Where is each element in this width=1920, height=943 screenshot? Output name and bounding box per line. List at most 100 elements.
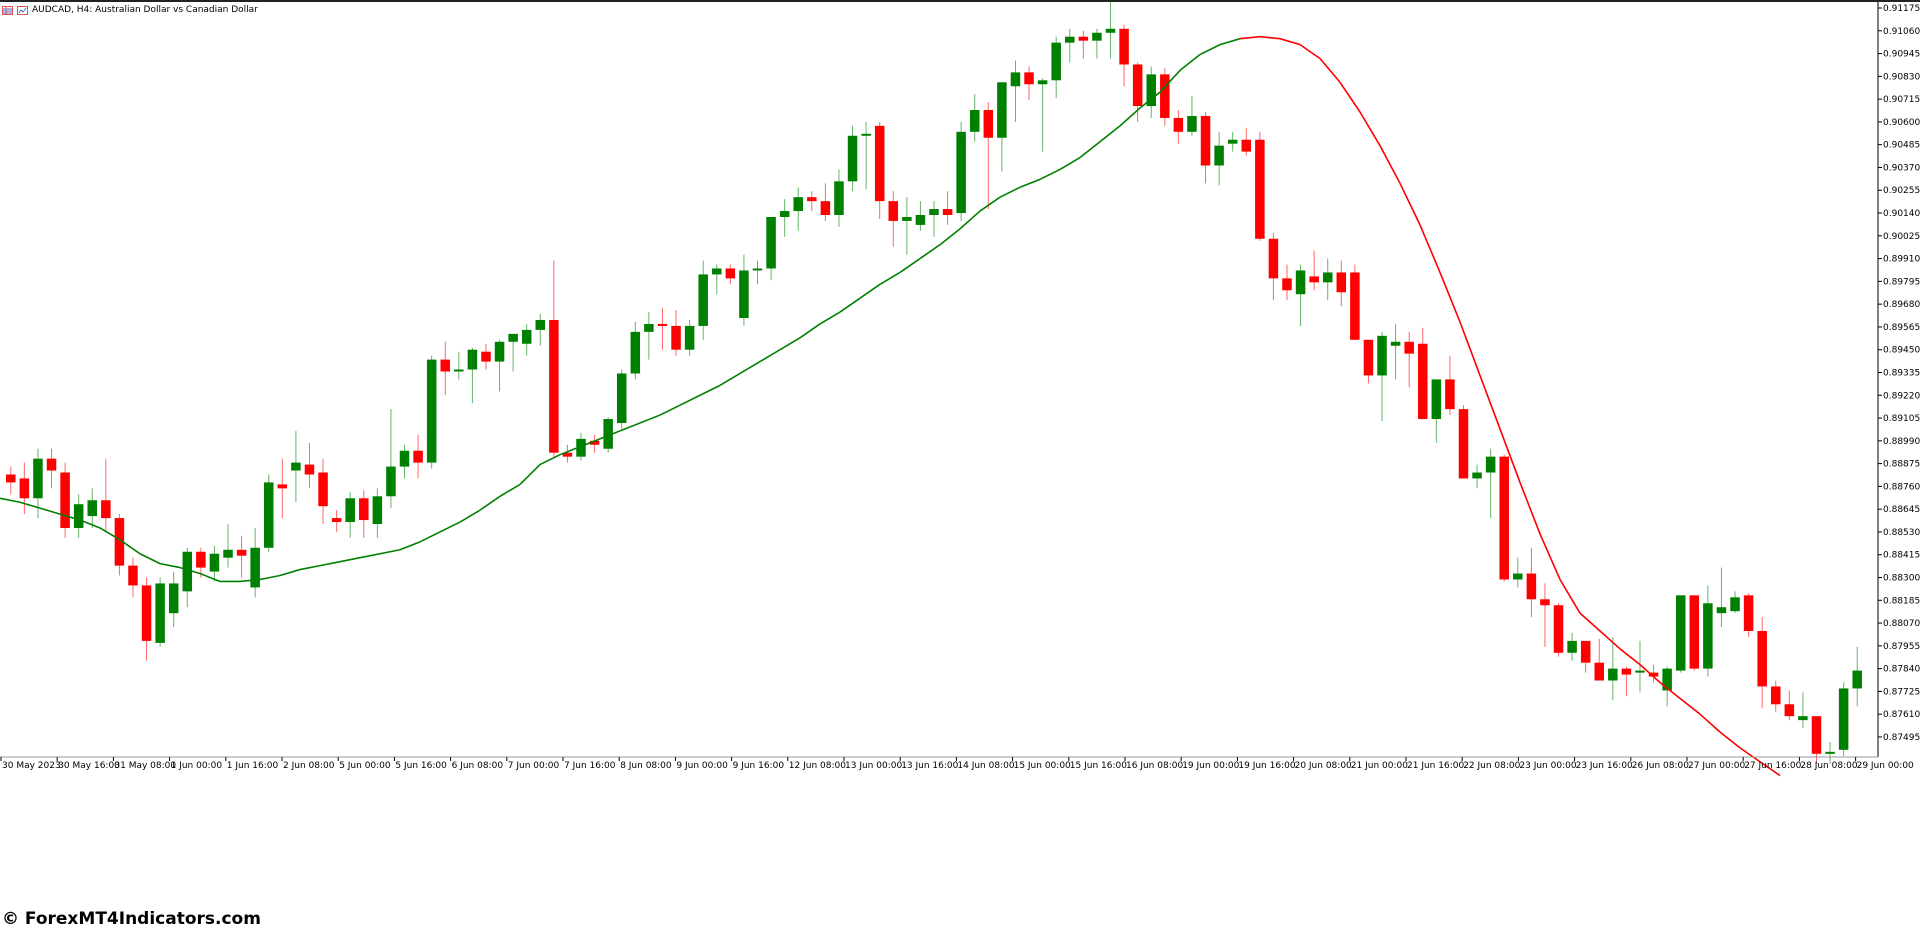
chart-title: AUDCAD, H4: Australian Dollar vs Canadia…: [32, 5, 258, 15]
candle: [481, 343, 491, 370]
price-tick-label: 0.90600: [1883, 118, 1920, 128]
candle: [1485, 448, 1496, 519]
time-tick-label: 27 Jun 00:00: [1688, 761, 1745, 771]
time-tick-label: 13 Jun 16:00: [901, 761, 958, 771]
candle: [902, 197, 912, 255]
time-tick-label: 30 May 2023: [2, 761, 61, 771]
candle: [1078, 30, 1089, 59]
candle: [997, 82, 1007, 172]
chart-properties-icon[interactable]: [17, 5, 28, 15]
candle: [440, 341, 450, 396]
candle: [155, 577, 165, 647]
candle: [1838, 682, 1849, 756]
candle: [196, 547, 206, 578]
candle: [1037, 78, 1048, 152]
candle: [101, 458, 111, 532]
price-tick-label: 0.90945: [1883, 50, 1920, 60]
candle: [549, 260, 559, 459]
candle: [1798, 692, 1808, 729]
candle: [630, 321, 641, 380]
candle: [1377, 331, 1387, 422]
candle: [766, 216, 776, 281]
time-tick-label: 16 Jun 08:00: [1126, 761, 1183, 771]
candle: [1309, 250, 1319, 291]
candle: [956, 121, 966, 221]
candle: [1363, 339, 1374, 384]
time-tick-label: 5 Jun 16:00: [395, 761, 447, 771]
time-tick-label: 6 Jun 08:00: [452, 761, 504, 771]
time-tick-label: 7 Jun 00:00: [508, 761, 560, 771]
candlestick-series: [6, 1, 1862, 764]
candle: [1662, 666, 1672, 707]
candle: [1852, 646, 1862, 707]
price-axis[interactable]: 0.91175 0.91060 0.90945 0.90830 0.90715 0.906…: [1877, 2, 1920, 757]
candle: [1431, 379, 1442, 443]
candle: [318, 458, 328, 525]
price-tick-label: 0.89105: [1883, 414, 1920, 424]
candle: [1689, 595, 1700, 671]
candle: [1404, 331, 1414, 388]
candle: [1268, 232, 1279, 301]
time-tick-label: 22 Jun 08:00: [1463, 761, 1520, 771]
chart-window-icon[interactable]: [2, 5, 13, 15]
price-tick-label: 0.88760: [1883, 482, 1920, 492]
price-tick-label: 0.89565: [1883, 323, 1920, 333]
candle: [644, 312, 654, 360]
candle: [1214, 131, 1224, 186]
price-tick-label: 0.90140: [1883, 209, 1920, 219]
price-tick-label: 0.89450: [1883, 346, 1920, 356]
candle: [6, 466, 16, 495]
candle: [263, 474, 274, 552]
price-tick-label: 0.91175: [1883, 4, 1920, 14]
price-tick-label: 0.90255: [1883, 186, 1920, 196]
candle: [508, 333, 518, 372]
candle: [535, 314, 546, 346]
candle: [725, 264, 736, 285]
price-tick-label: 0.88530: [1883, 528, 1920, 538]
price-tick-label: 0.88300: [1883, 574, 1920, 584]
candle: [494, 339, 505, 392]
candle: [467, 347, 478, 404]
time-tick-label: 23 Jun 16:00: [1576, 761, 1633, 771]
time-tick-label: 12 Jun 08:00: [789, 761, 846, 771]
time-tick-label: 13 Jun 00:00: [845, 761, 902, 771]
candle: [426, 355, 437, 469]
candle: [562, 444, 573, 463]
candle: [73, 494, 84, 538]
candle: [399, 444, 410, 479]
candle: [1336, 260, 1347, 307]
candle: [942, 191, 953, 225]
candle: [1105, 1, 1116, 59]
candle: [1282, 264, 1292, 301]
candle: [969, 94, 980, 142]
candle: [820, 183, 831, 221]
candle: [1200, 111, 1211, 184]
candle: [847, 125, 858, 192]
candle: [33, 448, 43, 519]
candle: [46, 448, 57, 489]
candle: [1160, 68, 1170, 126]
candle: [807, 191, 817, 212]
time-tick-label: 19 Jun 16:00: [1238, 761, 1295, 771]
candle: [1092, 28, 1102, 59]
candle: [712, 264, 722, 295]
candle: [793, 187, 803, 231]
candle: [1757, 617, 1767, 709]
candle: [413, 434, 423, 479]
time-tick-label: 5 Jun 00:00: [339, 761, 391, 771]
price-tick-label: 0.88070: [1883, 619, 1920, 629]
candle: [1825, 741, 1835, 764]
candle: [1771, 680, 1781, 713]
candle: [1350, 264, 1360, 340]
price-tick-label: 0.90715: [1883, 95, 1920, 105]
time-tick-label: 14 Jun 08:00: [957, 761, 1014, 771]
price-tick-label: 0.89795: [1883, 277, 1920, 287]
candle: [1187, 96, 1197, 136]
time-tick-label: 9 Jun 16:00: [733, 761, 785, 771]
candle: [616, 369, 627, 429]
candle: [1418, 327, 1428, 420]
price-tick-label: 0.88645: [1883, 505, 1920, 515]
